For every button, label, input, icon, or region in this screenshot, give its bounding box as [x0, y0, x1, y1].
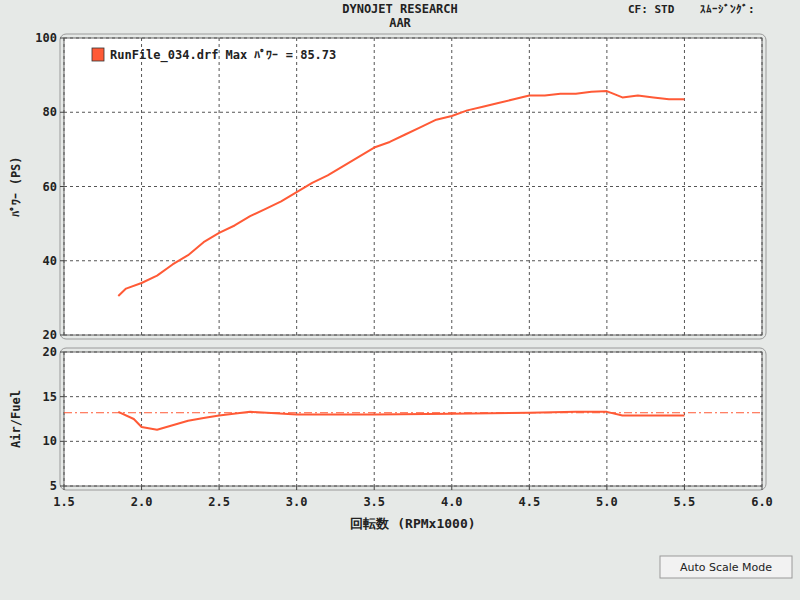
grid-line-y — [64, 352, 762, 353]
x-tick-label: 6.0 — [751, 495, 773, 509]
grid-line-x — [451, 352, 452, 486]
y-tick-label: 100 — [35, 31, 57, 45]
y-tick-label: 5 — [50, 479, 57, 493]
grid-line-x — [606, 352, 607, 486]
grid-line-x — [296, 38, 297, 335]
plot-area — [64, 38, 762, 335]
tick-x — [374, 486, 375, 490]
x-axis-title: 回転数 (RPMx1000) — [350, 516, 475, 531]
panel-frame — [60, 348, 766, 490]
y-tick-label: 20 — [43, 328, 57, 342]
grid-line-x — [141, 38, 142, 335]
auto-scale-button[interactable] — [660, 556, 792, 578]
y-axis-title: ﾊﾟﾜｰ (PS) — [9, 156, 23, 216]
grid-line-x — [374, 38, 375, 335]
background — [0, 0, 800, 600]
x-tick-label: 2.5 — [208, 495, 230, 509]
x-tick-label: 2.0 — [131, 495, 153, 509]
y-tick-label: 15 — [43, 390, 57, 404]
grid-line-x — [451, 38, 452, 335]
grid-line-y — [64, 396, 762, 397]
data-line — [118, 91, 684, 296]
tick-y — [60, 260, 64, 261]
y-tick-label: 20 — [43, 345, 57, 359]
grid-line-x — [141, 352, 142, 486]
grid-line-y — [64, 486, 762, 487]
x-tick-label: 3.5 — [363, 495, 385, 509]
y-axis-title: Air/Fuel — [9, 390, 23, 448]
grid-line-x — [296, 352, 297, 486]
tick-y — [60, 186, 64, 187]
tick-y — [60, 112, 64, 113]
tick-y — [60, 441, 64, 442]
tick-y — [60, 352, 64, 353]
grid-line-y — [64, 260, 762, 261]
x-tick-label: 4.5 — [518, 495, 540, 509]
tick-x — [64, 486, 65, 490]
cf-label: CF: STD — [628, 3, 675, 16]
x-tick-label: 4.0 — [441, 495, 463, 509]
tick-x — [141, 486, 142, 490]
grid-line-x — [684, 352, 685, 486]
grid-line-y — [64, 38, 762, 39]
grid-line-x — [529, 352, 530, 486]
plot-area — [64, 352, 762, 486]
tick-x — [606, 486, 607, 490]
grid-line-x — [219, 38, 220, 335]
grid-line-y — [64, 335, 762, 336]
tick-y — [60, 396, 64, 397]
header-title: DYNOJET RESEARCH — [342, 2, 458, 16]
header-subtitle: AAR — [389, 16, 411, 30]
x-tick-label: 5.0 — [596, 495, 618, 509]
tick-y — [60, 486, 64, 487]
plot-marks — [118, 91, 684, 296]
grid-line-y — [64, 186, 762, 187]
grid-line-x — [219, 352, 220, 486]
y-tick-label: 40 — [43, 254, 57, 268]
tick-x — [451, 486, 452, 490]
panel-frame — [60, 34, 766, 339]
tick-x — [529, 486, 530, 490]
y-tick-label: 60 — [43, 180, 57, 194]
grid-line-x — [374, 352, 375, 486]
legend-swatch — [92, 48, 104, 61]
tick-y — [60, 335, 64, 336]
grid-line-y — [64, 112, 762, 113]
tick-x — [219, 486, 220, 490]
tick-x — [762, 486, 763, 490]
tick-y — [60, 38, 64, 39]
tick-x — [684, 486, 685, 490]
plot-marks — [64, 412, 762, 430]
y-tick-label: 80 — [43, 105, 57, 119]
data-line — [118, 412, 684, 430]
page: DYNOJET RESEARCHAAR CF: STD ｽﾑｰｼﾞﾝｸﾞ: 20 40 6… — [0, 0, 800, 600]
legend-label: RunFile_034.drf Max ﾊﾟﾜｰ = 85.73 — [110, 48, 336, 63]
smoothing-label: ｽﾑｰｼﾞﾝｸﾞ: — [700, 3, 755, 16]
y-tick-label: 10 — [43, 434, 57, 448]
auto-scale-label: Auto Scale Mode — [680, 561, 772, 574]
grid-line-x — [64, 352, 65, 486]
x-tick-label: 1.5 — [53, 495, 75, 509]
x-tick-label: 3.0 — [286, 495, 308, 509]
x-tick-label: 5.5 — [674, 495, 696, 509]
tick-x — [296, 486, 297, 490]
grid-line-x — [762, 352, 763, 486]
grid-line-y — [64, 441, 762, 442]
